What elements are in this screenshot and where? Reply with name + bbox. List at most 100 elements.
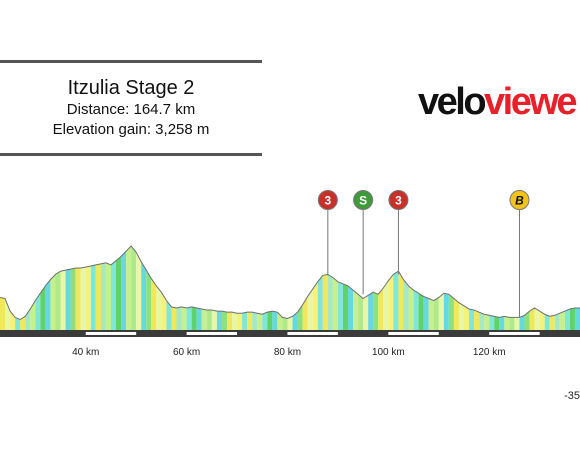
distance-stripe: [388, 332, 439, 335]
profile-segment: [544, 314, 550, 330]
profile-segment: [206, 310, 212, 330]
marker-label: B: [515, 194, 524, 208]
profile-segment: [85, 265, 91, 330]
veloviewer-logo: veloviewe: [418, 80, 578, 124]
marker-badge: [317, 190, 338, 210]
distance-stripe: [85, 332, 137, 335]
profile-segment: [267, 311, 273, 330]
distance-stripe: [186, 332, 238, 335]
profile-segment: [282, 317, 288, 330]
profile-segment: [312, 281, 318, 330]
profile-segment: [393, 271, 399, 330]
profile-segment: [353, 290, 359, 330]
profile-segment: [171, 306, 177, 330]
profile-segment: [196, 307, 202, 330]
profile-segment: [327, 274, 333, 330]
profile-segment: [30, 300, 36, 330]
profile-segment: [348, 285, 354, 330]
profile-segment: [186, 306, 192, 330]
profile-segment: [242, 312, 248, 330]
profile-segment: [216, 311, 222, 330]
profile-segment: [116, 256, 122, 330]
profile-segment: [211, 310, 217, 330]
profile-segment: [70, 268, 76, 330]
profile-segment: [50, 274, 56, 330]
profile-segment: [20, 316, 26, 330]
profile-segment: [489, 315, 495, 330]
profile-segment: [529, 307, 535, 330]
profile-segment: [226, 312, 232, 330]
profile-segment: [363, 295, 369, 330]
profile-segment: [45, 279, 51, 330]
profile-segment: [509, 317, 515, 330]
profile-segment: [201, 309, 207, 330]
profile-segment: [181, 306, 187, 330]
profile-segment: [524, 311, 530, 330]
profile-segment: [35, 293, 41, 330]
profile-segment: [574, 307, 580, 330]
stage-distance: Distance: 164.7 km: [66, 101, 196, 118]
profile-segment: [75, 268, 81, 330]
profile-segment: [5, 298, 11, 330]
profile-segment: [479, 312, 485, 330]
profile-segment: [322, 274, 328, 330]
marker-label: 3: [395, 194, 402, 208]
profile-segment: [388, 274, 394, 330]
profile-segment: [549, 315, 555, 330]
marker-badge: [388, 190, 409, 210]
profile-segment: [559, 311, 565, 330]
profile-segment: [131, 246, 137, 330]
profile-segment: [90, 264, 96, 330]
profile-segment: [156, 285, 162, 330]
distance-stripe: [489, 332, 540, 335]
profile-segment: [252, 312, 258, 330]
profile-segment: [25, 309, 31, 330]
profile-segment: [408, 285, 414, 330]
profile-segment: [373, 292, 379, 330]
stage-title-box: Itzulia Stage 2 Distance: 164.7 km Eleva…: [0, 60, 262, 156]
profile-segment: [287, 316, 293, 330]
marker-label: 3: [324, 194, 331, 208]
profile-segment: [464, 305, 470, 330]
profile-segment: [569, 307, 575, 330]
profile-segment: [448, 294, 454, 330]
profile-segment: [534, 307, 540, 330]
profile-segment: [554, 313, 560, 330]
corner-note: -35: [564, 390, 580, 402]
marker-badge: [353, 190, 374, 210]
profile-segment: [317, 275, 323, 330]
profile-segment: [428, 298, 434, 330]
profile-segment: [166, 300, 172, 330]
profile-segment: [368, 292, 374, 330]
profile-segment: [247, 312, 253, 330]
x-tick-label: 60 km: [173, 347, 200, 358]
profile-segment: [65, 269, 71, 330]
profile-segment: [141, 261, 147, 330]
profile-segment: [433, 297, 439, 330]
profile-segment: [474, 310, 480, 330]
profile-segment: [0, 297, 6, 330]
profile-segment: [262, 312, 268, 330]
profile-segment: [95, 263, 101, 330]
profile-segment: [378, 288, 384, 330]
profile-segment: [80, 267, 86, 330]
profile-segment: [337, 281, 343, 330]
profile-segment: [564, 309, 570, 330]
profile-segment: [176, 306, 182, 330]
profile-segment: [484, 314, 490, 330]
logo-viewer-text: viewe: [484, 81, 578, 123]
profile-segment: [191, 306, 197, 330]
profile-outline: [0, 245, 580, 321]
profile-segment: [302, 296, 308, 330]
profile-segment: [60, 270, 66, 330]
x-tick-label: 120 km: [473, 347, 506, 358]
logo-velo-text: velo: [418, 81, 487, 123]
profile-segment: [398, 271, 404, 330]
profile-segment: [232, 312, 238, 330]
marker-label: S: [359, 194, 367, 208]
profile-segment: [121, 251, 127, 330]
profile-segment: [221, 311, 227, 330]
profile-segment: [453, 298, 459, 330]
profile-segment: [110, 260, 116, 330]
